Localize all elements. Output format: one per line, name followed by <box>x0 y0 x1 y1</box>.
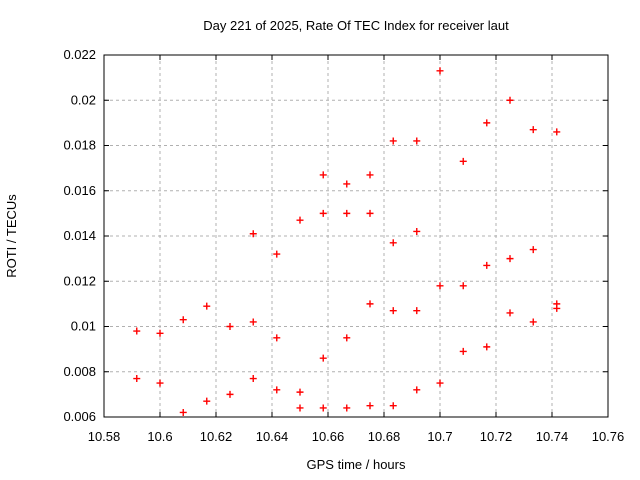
x-tick-label: 10.62 <box>200 429 233 444</box>
data-point-marker <box>249 230 257 238</box>
y-tick-label: 0.014 <box>63 228 96 243</box>
data-point-marker <box>389 307 397 315</box>
data-point-marker <box>506 309 514 317</box>
data-point-marker <box>319 171 327 179</box>
y-tick-label: 0.018 <box>63 138 96 153</box>
y-tick-label: 0.02 <box>71 92 96 107</box>
y-tick-label: 0.01 <box>71 319 96 334</box>
y-tick-label: 0.022 <box>63 47 96 62</box>
data-point-marker <box>459 157 467 165</box>
x-tick-labels: 10.58 10.6 10.62 10.64 10.66 10.68 10.7 10.72 10… <box>88 429 625 444</box>
y-tick-label: 0.006 <box>63 409 96 424</box>
x-tick-label: 10.7 <box>427 429 452 444</box>
data-point-marker <box>133 327 141 335</box>
data-point-marker <box>506 255 514 263</box>
data-point-marker <box>529 126 537 134</box>
data-point-marker <box>459 282 467 290</box>
data-point-marker <box>249 318 257 326</box>
y-tick-labels: 0.006 0.008 0.01 0.012 0.014 0.016 0.018 0.02 0.… <box>63 47 96 424</box>
data-point-marker <box>156 329 164 337</box>
x-tick-label: 10.66 <box>312 429 345 444</box>
data-point-marker <box>413 137 421 145</box>
data-point-marker <box>366 402 374 410</box>
data-point-marker <box>529 246 537 254</box>
data-point-marker <box>553 304 561 312</box>
data-point-marker <box>296 404 304 412</box>
data-point-marker <box>343 209 351 217</box>
x-tick-label: 10.6 <box>147 429 172 444</box>
y-axis-label: ROTI / TECUs <box>4 194 19 278</box>
data-point-marker <box>389 402 397 410</box>
data-point-marker <box>156 379 164 387</box>
y-tick-label: 0.012 <box>63 273 96 288</box>
data-point-marker <box>553 128 561 136</box>
data-point-marker <box>436 67 444 75</box>
data-point-marker <box>483 261 491 269</box>
data-point-marker <box>179 408 187 416</box>
data-point-marker <box>343 334 351 342</box>
data-point-marker <box>436 379 444 387</box>
data-point-marker <box>343 180 351 188</box>
plot-border <box>103 54 609 418</box>
data-point-marker <box>273 386 281 394</box>
data-point-marker <box>459 347 467 355</box>
data-point-marker <box>319 209 327 217</box>
data-point-marker <box>366 209 374 217</box>
grid-layer <box>104 55 608 417</box>
data-point-marker <box>413 227 421 235</box>
data-point-marker <box>436 282 444 290</box>
y-tick-label: 0.008 <box>63 364 96 379</box>
x-tick-label: 10.74 <box>536 429 569 444</box>
data-point-marker <box>483 119 491 127</box>
data-point-marker <box>343 404 351 412</box>
data-point-marker <box>179 316 187 324</box>
data-point-marker <box>133 375 141 383</box>
data-point-marker <box>483 343 491 351</box>
data-point-marker <box>389 239 397 247</box>
data-point-marker <box>273 334 281 342</box>
x-tick-label: 10.72 <box>480 429 513 444</box>
data-point-marker <box>366 300 374 308</box>
x-tick-label: 10.68 <box>368 429 401 444</box>
x-axis-label: GPS time / hours <box>307 457 406 472</box>
data-point-marker <box>226 323 234 330</box>
data-point-marker <box>506 96 514 104</box>
x-tick-label: 10.76 <box>592 429 625 444</box>
data-point-marker <box>366 171 374 179</box>
data-point-marker <box>389 137 397 145</box>
data-point-marker <box>319 354 327 362</box>
chart-title: Day 221 of 2025, Rate Of TEC Index for r… <box>203 18 509 33</box>
x-tick-label: 10.64 <box>256 429 289 444</box>
data-point-marker <box>296 216 304 224</box>
data-point-marker <box>249 375 257 383</box>
y-tick-label: 0.016 <box>63 183 96 198</box>
data-point-marker <box>319 404 327 412</box>
data-point-marker <box>296 388 304 396</box>
data-point-marker <box>203 302 211 310</box>
data-points-layer <box>133 67 561 416</box>
data-point-marker <box>413 307 421 315</box>
x-tick-label: 10.58 <box>88 429 121 444</box>
data-point-marker <box>273 250 281 258</box>
data-point-marker <box>226 390 234 398</box>
data-point-marker <box>413 386 421 394</box>
data-point-marker <box>203 397 211 405</box>
data-point-marker <box>529 318 537 326</box>
